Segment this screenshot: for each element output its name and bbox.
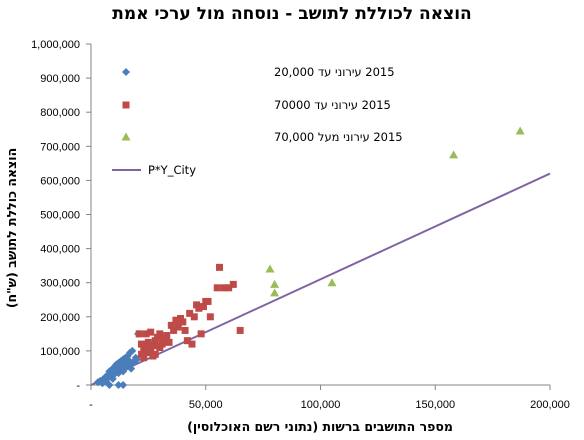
data-point-triangle	[449, 150, 459, 159]
data-point-square	[147, 347, 155, 355]
data-point-triangle	[270, 279, 280, 288]
data-point-square	[174, 323, 182, 331]
data-point-diamond	[131, 353, 140, 362]
data-point-square	[188, 340, 196, 348]
axes: - 100,000 200,000 300,000 400,000 500,000 600,…	[31, 39, 570, 411]
data-point-square	[165, 338, 173, 346]
y-tick-label: 600,000	[40, 175, 80, 187]
y-tick-label: 300,000	[40, 278, 80, 290]
data-point-square	[225, 284, 233, 292]
data-point-square	[163, 332, 171, 340]
legend: 2015 עירוני עד 20,000 2015 עירוני עד 7000…	[112, 65, 403, 177]
data-point-square	[220, 284, 228, 292]
legend-label: 2015 עירוני עד 20,000	[274, 65, 395, 79]
data-point-square	[149, 342, 157, 350]
data-point-square	[229, 280, 237, 288]
data-point-square	[204, 297, 212, 305]
legend-marker-diamond	[122, 68, 130, 76]
y-axis-label: הוצאה כוללת לתושב (ש"ח)	[4, 148, 19, 308]
data-point-square	[140, 354, 148, 362]
y-tick-label: -	[76, 380, 80, 392]
data-point-square	[158, 340, 166, 348]
y-tick-label: 800,000	[40, 107, 80, 119]
trend-line	[90, 172, 551, 386]
y-tick-label: 700,000	[40, 141, 80, 153]
data-point-square	[206, 313, 214, 321]
data-point-diamond	[101, 376, 110, 385]
data-point-square	[183, 337, 191, 345]
y-tick-label: 900,000	[40, 73, 80, 85]
data-point-square	[135, 330, 143, 338]
data-point-square	[170, 326, 178, 334]
trend-line-layer	[90, 172, 551, 386]
y-tick-label: 200,000	[40, 312, 80, 324]
x-tick-label: 50,000	[189, 399, 223, 411]
data-point-square	[186, 309, 194, 317]
data-point-diamond	[119, 381, 128, 389]
x-axis-label: מספר התושבים ברשות (נתוני רשם האוכלוסין)	[187, 419, 453, 434]
x-tick-label: 200,000	[530, 399, 570, 411]
legend-marker-triangle	[121, 132, 131, 141]
y-tick-label: 400,000	[40, 244, 80, 256]
data-point-diamond	[128, 346, 137, 355]
y-tick-label: 500,000	[40, 210, 80, 222]
data-point-square	[236, 326, 244, 334]
data-point-square	[147, 328, 155, 336]
legend-marker-square	[122, 101, 130, 109]
data-point-square	[172, 316, 180, 324]
data-point-square	[197, 330, 205, 338]
data-point-square	[151, 350, 159, 358]
data-point-square	[179, 318, 187, 326]
x-tick-label: 150,000	[415, 399, 455, 411]
data-point-triangle	[270, 288, 280, 297]
data-point-square	[216, 263, 224, 271]
chart-title: הוצאה לכוללת לתושב - נוסחה מול ערכי אמת	[112, 4, 472, 24]
data-point-diamond	[114, 381, 123, 389]
data-point-triangle	[515, 126, 525, 135]
legend-label: 2015 עירוני עד 70000	[274, 98, 391, 112]
legend-label: P*Y_City	[148, 163, 196, 177]
data-point-square	[190, 313, 198, 321]
data-point-square	[167, 321, 175, 329]
x-tick-label: -	[89, 399, 93, 411]
data-point-triangle	[265, 264, 275, 273]
data-point-diamond	[108, 374, 117, 383]
y-tick-label: 100,000	[40, 346, 80, 358]
data-point-square	[156, 330, 164, 338]
data-points	[93, 126, 525, 389]
data-point-square	[213, 284, 221, 292]
data-point-square	[142, 343, 150, 351]
data-point-triangle	[327, 278, 337, 287]
data-point-square	[144, 338, 152, 346]
x-tick-label: 100,000	[301, 399, 341, 411]
data-point-square	[181, 326, 189, 334]
data-point-square	[142, 330, 150, 338]
data-point-square	[195, 304, 203, 312]
legend-label: 2015 עירוני מעל 70,000	[274, 130, 403, 144]
y-tick-label: 1,000,000	[31, 39, 80, 51]
data-point-diamond	[127, 364, 136, 373]
axis-labels: מספר התושבים ברשות (נתוני רשם האוכלוסין)…	[4, 148, 453, 434]
data-point-square	[199, 303, 207, 311]
data-point-square	[137, 340, 145, 348]
